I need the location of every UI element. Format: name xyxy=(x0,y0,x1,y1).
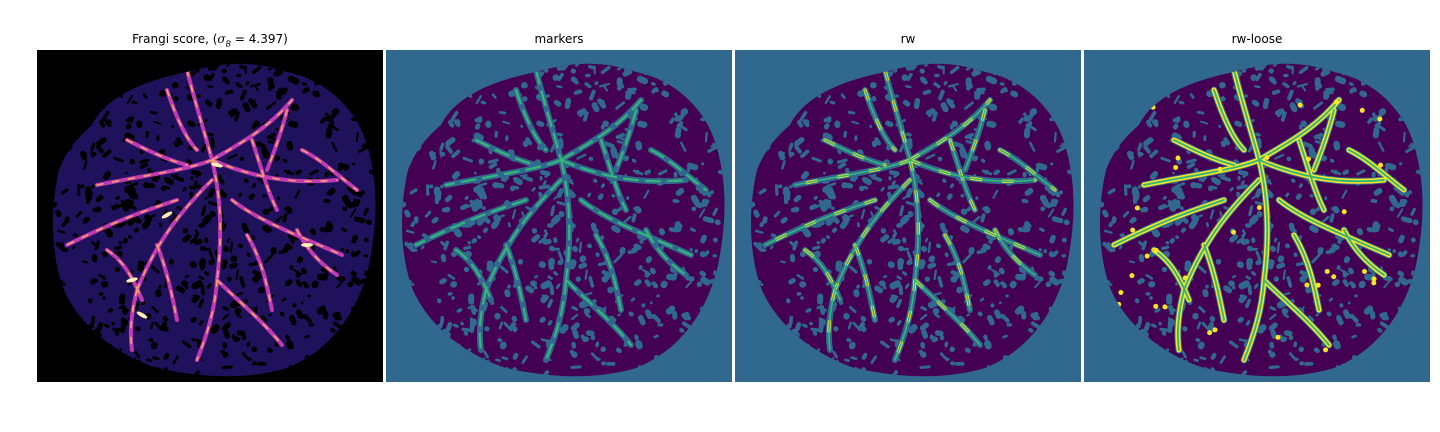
frangi-image xyxy=(37,50,383,382)
frangi-highlights xyxy=(126,162,313,319)
title-frangi-prefix: Frangi score, ( xyxy=(132,32,218,46)
panel-rw xyxy=(735,50,1081,382)
vessel-markers xyxy=(414,68,708,362)
panel-frangi xyxy=(37,50,383,382)
panel-title-rw-loose: rw-loose xyxy=(1231,32,1283,46)
title-frangi-sigma: σ xyxy=(217,32,226,46)
title-frangi-sub: B xyxy=(225,39,232,49)
frangi-vessel-cores xyxy=(66,69,358,361)
panel-title-frangi: Frangi score, (σB = 4.397) xyxy=(37,31,383,52)
panel-title-markers: markers xyxy=(534,32,584,46)
markers-image xyxy=(386,50,732,382)
panel-markers xyxy=(386,50,732,382)
title-frangi-eq: = 4.397) xyxy=(231,32,288,46)
panel-rw-loose xyxy=(1084,50,1430,382)
rw-image xyxy=(735,50,1081,382)
panel-title-rw: rw xyxy=(900,32,916,46)
rw-loose-image xyxy=(1084,50,1430,382)
rw-vessels xyxy=(764,69,1056,361)
